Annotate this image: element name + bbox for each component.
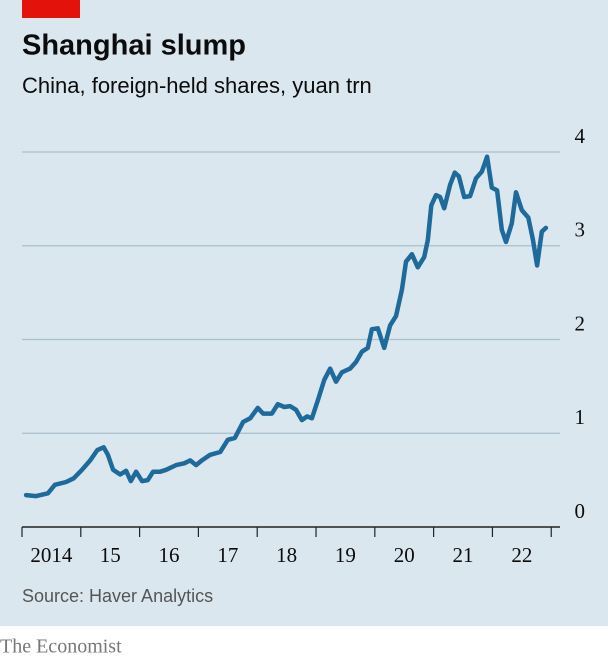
- x-tick-label: 19: [335, 543, 356, 567]
- y-tick-label: 0: [575, 499, 586, 523]
- x-tick-label: 16: [159, 543, 180, 567]
- chart-title: Shanghai slump: [22, 30, 246, 62]
- red-tag: [22, 0, 80, 18]
- y-tick-label: 3: [575, 218, 586, 242]
- source: Source: Haver Analytics: [22, 586, 213, 606]
- y-tick-label: 1: [575, 405, 586, 429]
- x-tick-label: 17: [217, 543, 238, 567]
- x-tick-label: 22: [511, 543, 532, 567]
- y-tick-label: 2: [575, 311, 586, 335]
- x-tick-label: 2014: [30, 543, 73, 567]
- background: [0, 0, 608, 626]
- x-tick-label: 21: [453, 543, 474, 567]
- chart-subtitle: China, foreign-held shares, yuan trn: [22, 73, 372, 98]
- plot: 0 1 2 3 4 2014 15 16 17 18 19 20 21 22: [21, 124, 586, 567]
- x-tick-label: 18: [276, 543, 297, 567]
- x-tick-label: 20: [394, 543, 415, 567]
- brand: The Economist: [0, 636, 122, 658]
- data-line: [23, 154, 549, 499]
- x-tick-label: 15: [100, 543, 121, 567]
- y-tick-label: 4: [575, 124, 586, 148]
